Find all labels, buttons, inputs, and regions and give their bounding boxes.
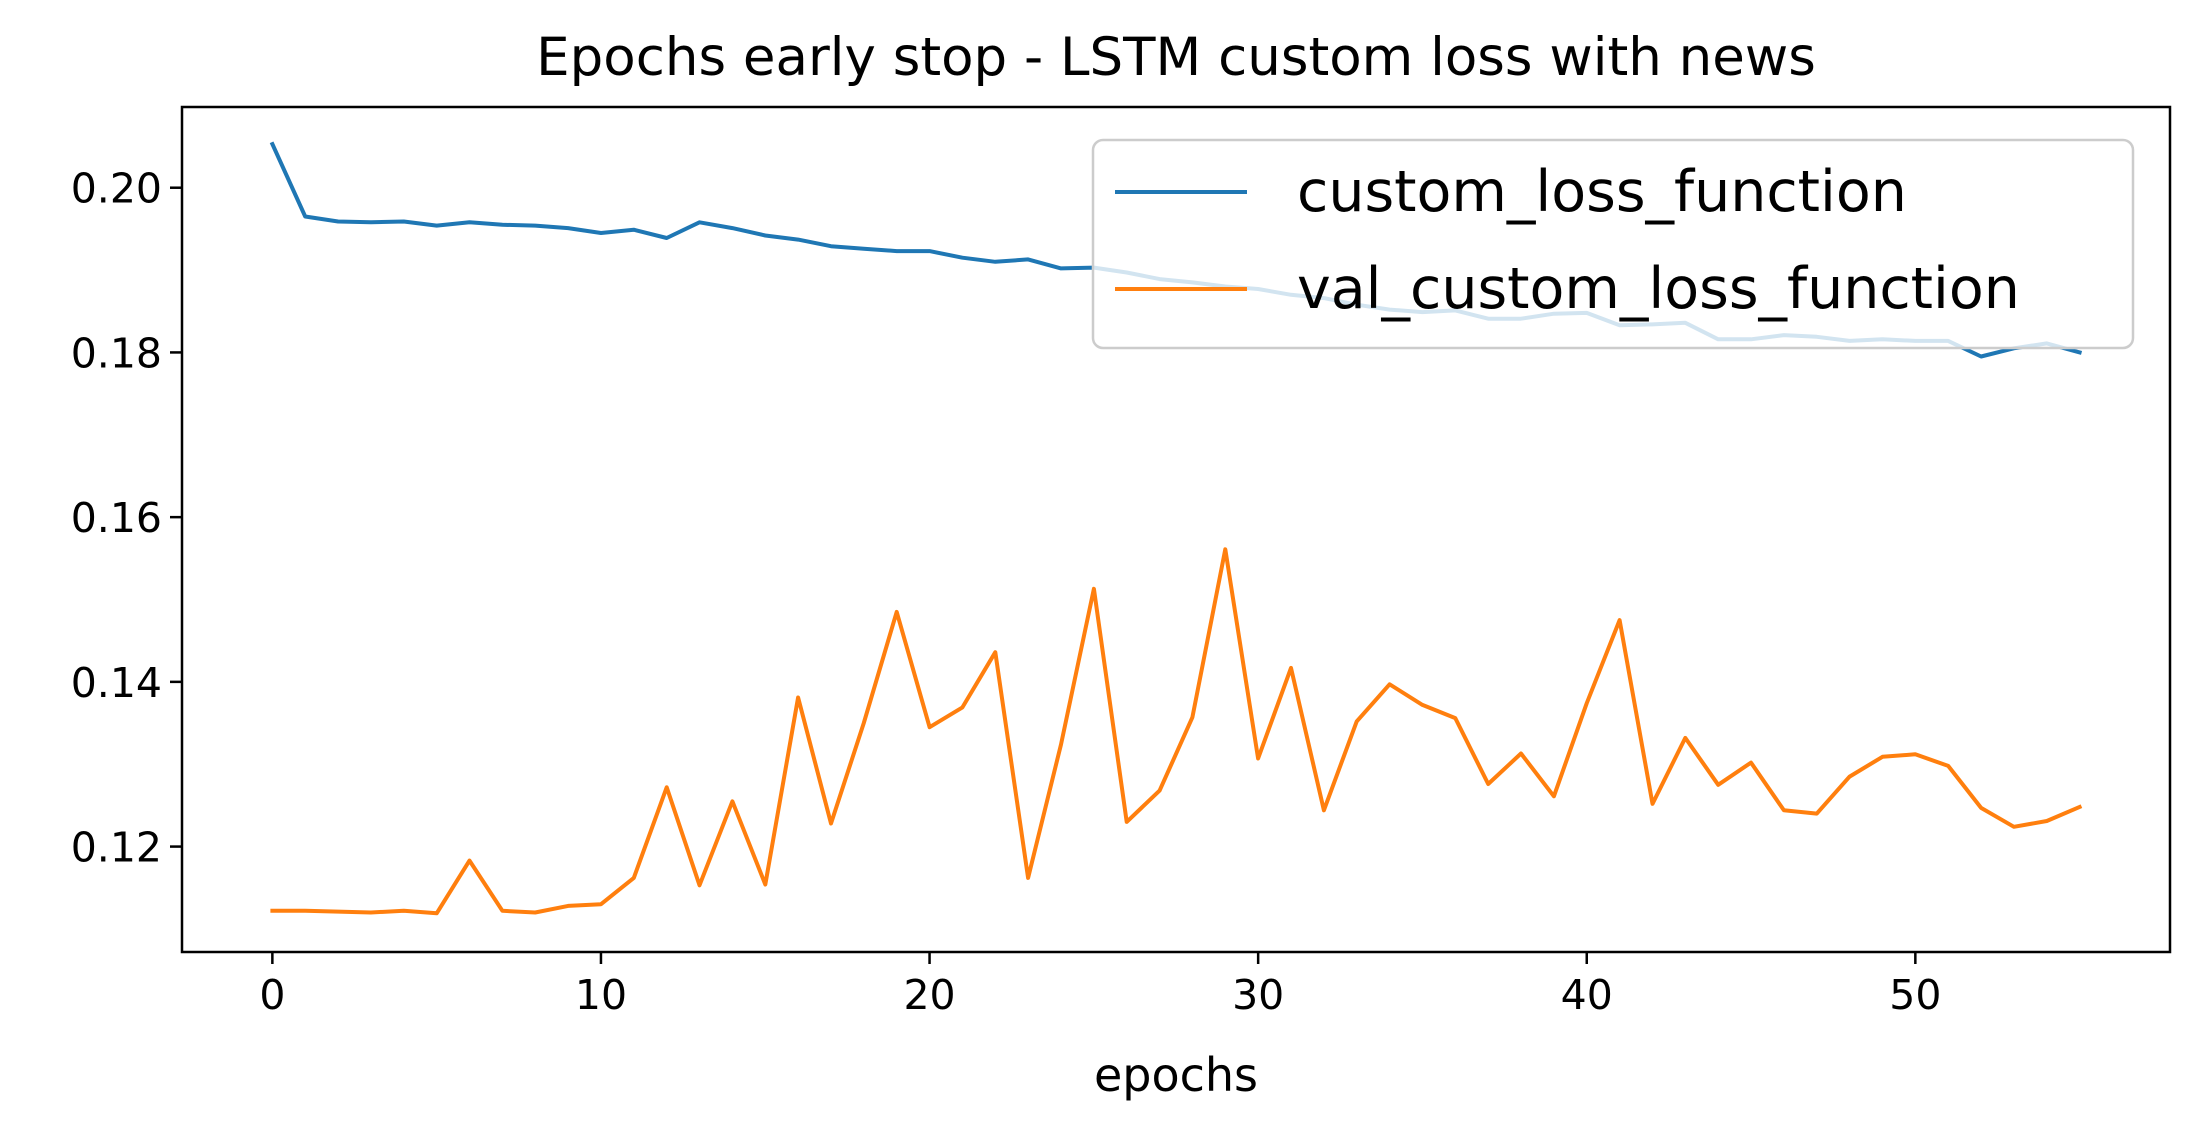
x-tick-label: 0 [259,971,285,1019]
y-tick-label: 0.12 [71,824,162,872]
series-line-val-custom-loss-function [270,547,2083,916]
x-tick-label: 20 [903,971,955,1019]
x-tick-label: 10 [575,971,627,1019]
chart-title: Epochs early stop - LSTM custom loss wit… [536,27,1816,88]
legend: custom_loss_function val_custom_loss_func… [1091,138,2135,350]
y-tick-label: 0.18 [71,329,162,377]
legend-box [1091,138,2135,350]
y-axis-ticks: 0.12 0.14 0.16 0.18 0.20 [71,165,182,872]
x-tick-label: 50 [1889,971,1941,1019]
legend-label: custom_loss_function [1297,159,1907,225]
x-tick-label: 30 [1232,971,1284,1019]
y-tick-label: 0.16 [71,494,162,542]
x-axis-label: epochs [1094,1048,1258,1102]
legend-label: val_custom_loss_function [1297,256,2020,322]
y-tick-label: 0.20 [71,165,162,213]
plot-frame [180,105,2172,954]
x-tick-label: 40 [1561,971,1613,1019]
x-axis-ticks: 0 10 20 30 40 50 [259,952,1941,1019]
y-tick-label: 0.14 [71,659,162,707]
